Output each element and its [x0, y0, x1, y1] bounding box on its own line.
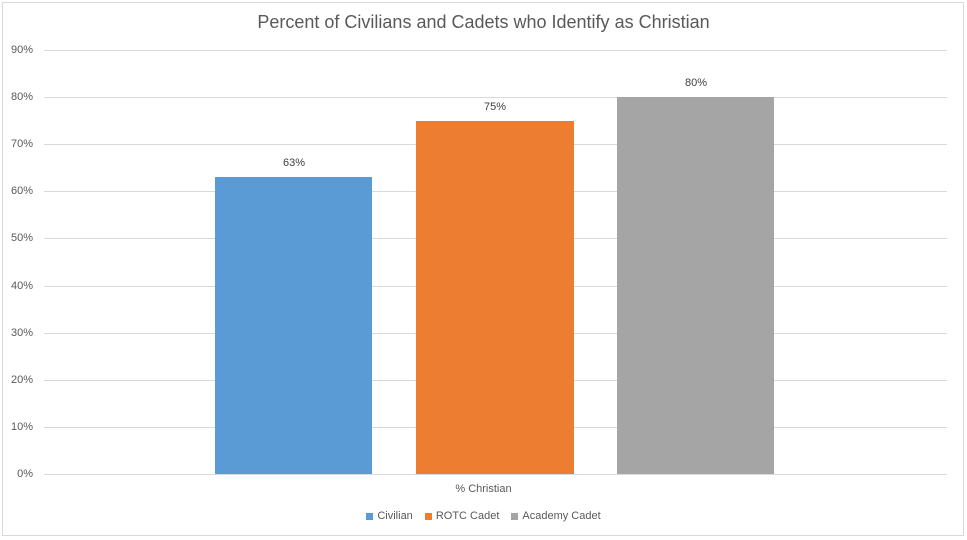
bar-rotc-cadet[interactable]	[416, 121, 574, 474]
legend-label: ROTC Cadet	[435, 510, 500, 522]
bar-civilian[interactable]	[215, 177, 372, 474]
gridline	[44, 50, 947, 51]
y-axis-tick-label: 80%	[10, 91, 33, 103]
y-axis-tick-label: 60%	[10, 185, 33, 197]
chart-title: Percent of Civilians and Cadets who Iden…	[257, 12, 710, 32]
gridline	[44, 97, 947, 98]
y-axis-tick-label: 70%	[10, 138, 33, 150]
gridline	[44, 474, 947, 475]
legend-item-civilian[interactable]: Civilian	[366, 510, 413, 522]
y-axis-tick-label: 0%	[17, 468, 33, 480]
y-axis-tick-label: 50%	[10, 232, 33, 244]
bar-data-label: 80%	[684, 77, 708, 89]
y-axis-tick-label: 10%	[10, 421, 33, 433]
legend-item-rotc-cadet[interactable]: ROTC Cadet	[424, 510, 500, 522]
legend-label: Civilian	[377, 510, 413, 522]
legend-swatch-rotc-cadet	[424, 512, 432, 520]
legend: Civilian ROTC Cadet Academy Cadet	[0, 510, 967, 522]
bar-data-label: 75%	[483, 101, 507, 113]
legend-swatch-academy-cadet	[511, 512, 519, 520]
y-axis-tick-label: 30%	[10, 327, 33, 339]
bar-academy-cadet[interactable]	[617, 97, 774, 474]
y-axis-tick-label: 90%	[10, 44, 33, 56]
y-axis-tick-label: 40%	[10, 280, 33, 292]
x-axis-category-label: % Christian	[455, 483, 512, 495]
y-axis-tick-label: 20%	[10, 374, 33, 386]
legend-swatch-civilian	[366, 512, 374, 520]
legend-item-academy-cadet[interactable]: Academy Cadet	[511, 510, 601, 522]
legend-label: Academy Cadet	[522, 510, 601, 522]
bar-data-label: 63%	[282, 157, 306, 169]
